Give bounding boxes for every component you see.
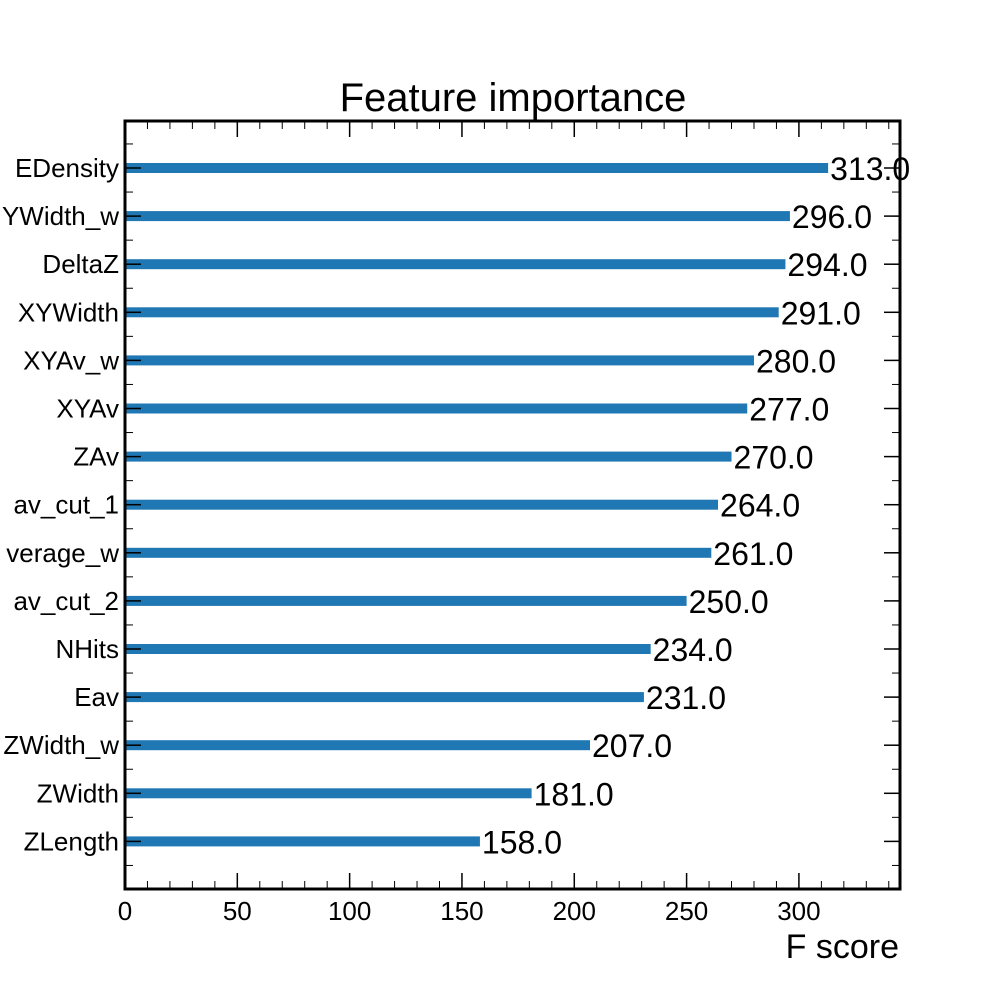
category-label: ZWidth [37,778,119,808]
bar-value-label: 264.0 [720,488,800,524]
bar-14 [125,836,480,847]
category-label: ZLength [24,826,119,856]
category-label: XYAv [56,394,119,424]
category-label: YWidth_w [2,201,119,231]
bar-9 [125,595,687,606]
category-label: av_cut_2 [13,586,119,616]
labels-layer: 313.0 EDensity 296.0 YWidth_w 294.0 DeltaZ 291… [2,151,910,926]
bar-11 [125,692,644,703]
category-label: DeltaZ [42,249,119,279]
category-label: av_cut_1 [13,490,119,520]
x-tick-label: 150 [440,896,483,926]
bar-3 [125,307,779,318]
category-label: EDensity [15,153,119,183]
bar-13 [125,788,532,799]
bar-value-label: 277.0 [749,392,829,428]
x-tick-label: 100 [328,896,371,926]
category-label: NHits [55,634,119,664]
bar-value-label: 280.0 [756,343,836,379]
x-axis-title: F score [786,928,899,966]
bar-value-label: 270.0 [734,440,814,476]
bar-value-label: 296.0 [792,199,872,235]
category-label: ZAv [73,442,119,472]
bar-2 [125,259,786,270]
bar-6 [125,451,732,462]
bar-value-label: 250.0 [689,584,769,620]
bar-0 [125,163,829,173]
bar-value-label: 234.0 [653,632,733,668]
bar-value-label: 207.0 [592,728,672,764]
category-label: ZWidth_w [3,730,119,760]
bar-value-label: 231.0 [646,680,726,716]
bars-layer [125,163,829,847]
bar-value-label: 158.0 [482,824,562,860]
bar-10 [125,644,651,654]
ticks-layer [124,121,900,889]
category-label: verage_w [6,538,119,568]
x-tick-label: 250 [665,896,708,926]
bar-8 [125,547,712,558]
bar-value-label: 261.0 [713,536,793,572]
bar-7 [125,499,719,510]
category-label: XYAv_w [23,345,119,375]
x-tick-label: 0 [118,896,132,926]
bar-1 [125,211,790,222]
category-label: Eav [74,682,119,712]
bar-4 [125,355,754,366]
category-label: XYWidth [18,297,119,327]
x-tick-label: 200 [553,896,596,926]
bar-12 [125,740,590,751]
plot-frame [123,119,902,891]
x-tick-label: 50 [223,896,252,926]
chart-title: Feature importance [340,76,687,120]
bar-value-label: 313.0 [830,151,910,187]
bar-value-label: 181.0 [534,776,614,812]
bar-value-label: 294.0 [787,247,867,283]
bar-value-label: 291.0 [781,295,861,331]
bar-5 [125,403,748,414]
x-tick-label: 300 [777,896,820,926]
